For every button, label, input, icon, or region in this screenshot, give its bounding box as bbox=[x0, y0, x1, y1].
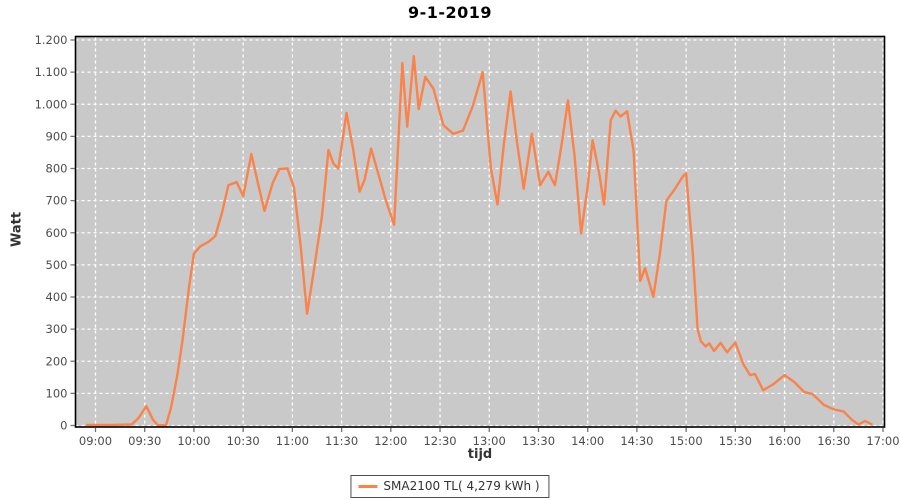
x-tick-label: 13:30 bbox=[522, 434, 555, 448]
y-tick-label: 500 bbox=[46, 258, 68, 272]
x-tick-label: 12:00 bbox=[374, 434, 407, 448]
x-tick-label: 10:30 bbox=[227, 434, 260, 448]
x-tick-label: 09:30 bbox=[128, 434, 161, 448]
x-axis-title: tijd bbox=[467, 447, 493, 462]
y-tick-label: 900 bbox=[46, 129, 68, 143]
y-tick-label: 800 bbox=[46, 162, 68, 176]
y-tick-label: 600 bbox=[46, 226, 68, 240]
x-tick-label: 16:00 bbox=[768, 434, 801, 448]
x-tick-label: 09:00 bbox=[79, 434, 112, 448]
x-tick-label: 13:00 bbox=[473, 434, 506, 448]
x-tick-label: 10:00 bbox=[177, 434, 210, 448]
x-tick-label: 16:30 bbox=[817, 434, 850, 448]
legend: SMA2100 TL( 4,279 kWh ) bbox=[350, 475, 550, 498]
x-tick-label: 11:00 bbox=[276, 434, 309, 448]
y-tick-label: 200 bbox=[46, 354, 68, 368]
y-axis-title: Watt bbox=[9, 211, 25, 248]
chart-title: 9-1-2019 bbox=[407, 3, 493, 22]
y-tick-label: 400 bbox=[46, 290, 68, 304]
y-tick-label: 300 bbox=[46, 322, 68, 336]
plot-border bbox=[74, 35, 886, 428]
x-tick-label: 15:30 bbox=[719, 434, 752, 448]
y-tick-label: 1.000 bbox=[35, 97, 68, 111]
y-tick-label: 0 bbox=[60, 419, 67, 433]
x-tick-label: 15:00 bbox=[670, 434, 703, 448]
y-tick-label: 1.200 bbox=[35, 33, 68, 47]
x-tick-label: 17:00 bbox=[866, 434, 899, 448]
series-line bbox=[86, 54, 873, 427]
x-tick-label: 14:00 bbox=[571, 434, 604, 448]
y-tick-label: 1.100 bbox=[35, 65, 68, 79]
line-chart: 09:00 09:30 10:00 10:30 11:00 11:30 12:00 12:30… bbox=[35, 33, 900, 448]
y-tick-label: 100 bbox=[46, 386, 68, 400]
x-tick-label: 11:30 bbox=[325, 434, 358, 448]
y-tick-label: 700 bbox=[46, 194, 68, 208]
legend-series-label: SMA2100 TL( 4,279 kWh ) bbox=[383, 479, 540, 493]
x-tick-label: 14:30 bbox=[620, 434, 653, 448]
x-tick-label: 12:30 bbox=[423, 434, 456, 448]
plot-area bbox=[75, 36, 885, 427]
series-line-swatch-icon bbox=[358, 484, 378, 488]
